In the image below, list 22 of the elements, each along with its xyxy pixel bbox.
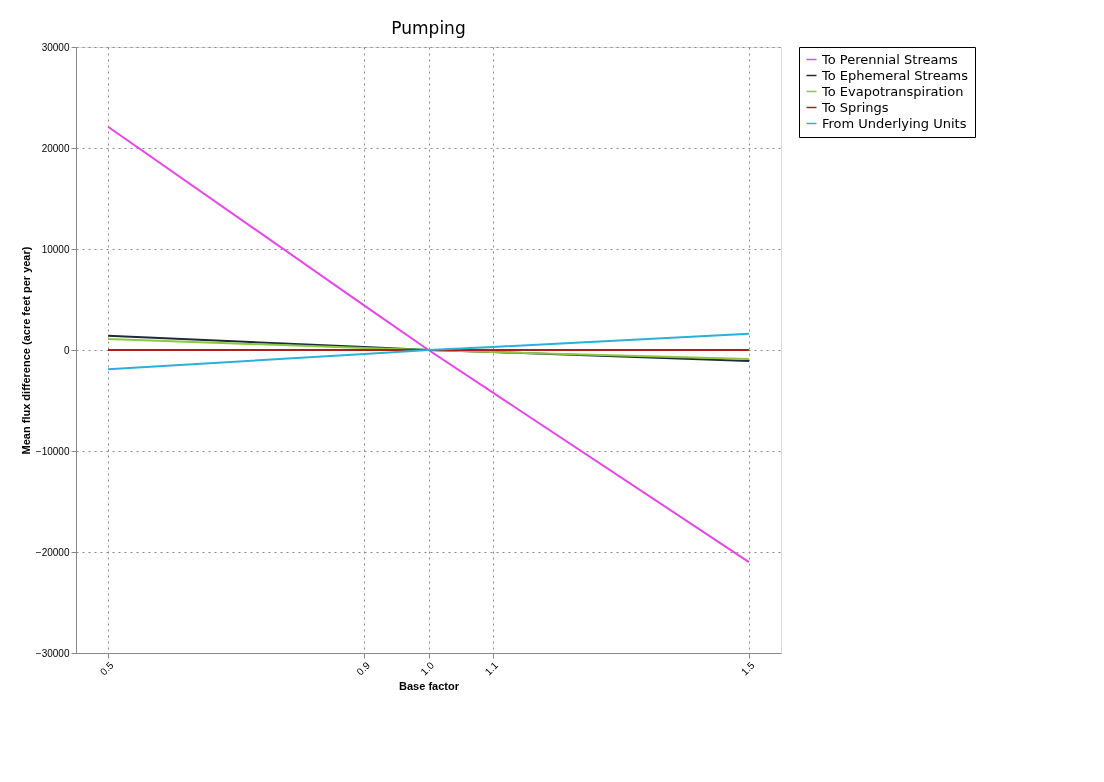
x-tick-label: 1.1 [482, 659, 501, 678]
x-axis-title: Base factor [399, 680, 460, 693]
x-tick-label: 1.5 [738, 659, 757, 678]
y-tick-label: 20000 [41, 142, 70, 154]
line-series [107, 125, 750, 564]
line-series [107, 332, 750, 371]
y-tick-label: −30000 [35, 647, 70, 659]
y-tick-label: −10000 [35, 445, 70, 457]
chart-title: Pumping [391, 18, 466, 38]
legend-label: To Evapotranspiration [821, 83, 964, 99]
legend-label: To Springs [821, 99, 889, 115]
y-tick-label: 10000 [41, 243, 70, 255]
y-tick-label: 30000 [41, 41, 70, 53]
x-tick-label: 0.9 [354, 659, 373, 678]
y-tick-label: −20000 [35, 546, 70, 558]
y-axis-title: Mean flux difference (acre feet per year) [19, 246, 32, 455]
y-tick-label: 0 [63, 344, 70, 356]
x-tick-label: 1.0 [418, 659, 437, 678]
legend-label: From Underlying Units [822, 115, 967, 131]
legend-label: To Ephemeral Streams [821, 67, 969, 83]
legend-label: To Perennial Streams [821, 51, 959, 67]
x-tick-label: 0.5 [98, 659, 116, 678]
